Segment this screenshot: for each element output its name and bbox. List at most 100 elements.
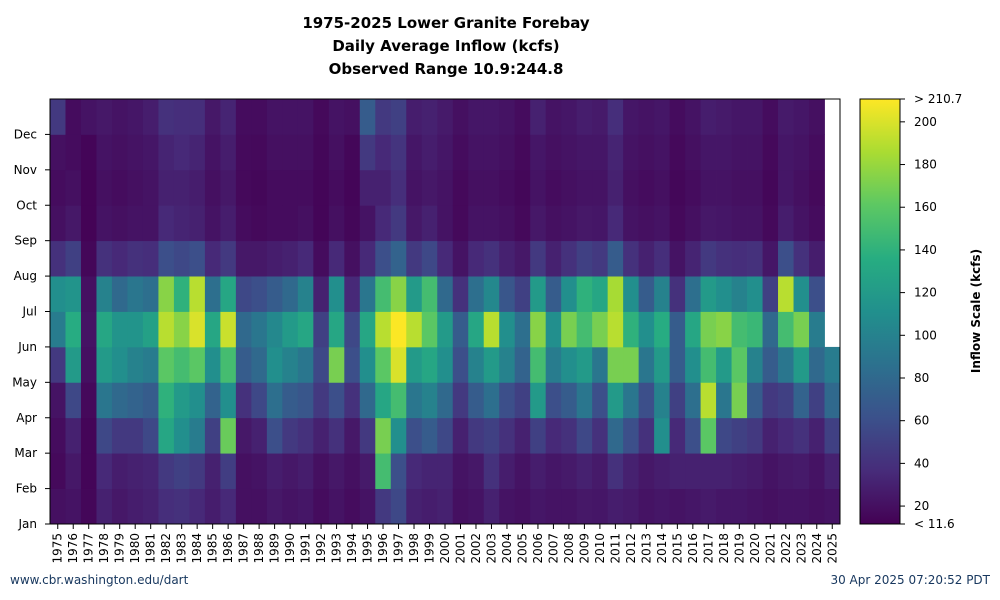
heatmap-cell bbox=[762, 453, 779, 489]
heatmap-cell bbox=[142, 382, 159, 419]
heatmap-cell bbox=[111, 276, 128, 312]
heatmap-cell bbox=[483, 276, 500, 312]
footer-source-url: www.cbr.washington.edu/dart bbox=[10, 573, 189, 587]
heatmap-cell bbox=[266, 205, 283, 242]
heatmap-cell bbox=[437, 382, 454, 419]
x-tick-label: 1989 bbox=[268, 533, 282, 564]
heatmap-cell bbox=[375, 276, 392, 312]
heatmap-cell bbox=[685, 240, 701, 277]
heatmap-cell bbox=[344, 99, 361, 135]
heatmap-cell bbox=[685, 99, 701, 135]
heatmap-cell bbox=[530, 169, 547, 206]
heatmap-cell bbox=[607, 346, 624, 383]
heatmap-cell bbox=[762, 346, 779, 383]
heatmap-cell bbox=[142, 488, 159, 525]
heatmap-cell bbox=[638, 99, 655, 135]
heatmap-cell bbox=[313, 169, 330, 206]
heatmap-cell bbox=[576, 346, 593, 383]
heatmap-cell bbox=[189, 99, 206, 135]
heatmap-cell bbox=[328, 205, 345, 242]
heatmap-cell bbox=[173, 382, 190, 419]
colorbar-tick-label: 100 bbox=[914, 328, 937, 342]
heatmap-cell bbox=[421, 453, 438, 489]
chart-title-line1: 1975-2025 Lower Granite Forebay bbox=[302, 14, 590, 32]
heatmap-cell bbox=[328, 240, 345, 277]
heatmap-cell bbox=[437, 205, 454, 242]
heatmap-cell bbox=[189, 276, 206, 312]
heatmap-cell bbox=[778, 417, 794, 454]
heatmap-cell bbox=[716, 488, 732, 525]
heatmap-cell bbox=[328, 417, 345, 454]
heatmap-cell bbox=[700, 99, 717, 135]
heatmap-cell bbox=[65, 134, 82, 171]
y-tick-label: Oct bbox=[16, 198, 37, 212]
heatmap-cell bbox=[127, 240, 144, 277]
x-tick-label: 2021 bbox=[763, 533, 777, 564]
heatmap-cell bbox=[530, 382, 547, 419]
heatmap-cell bbox=[561, 311, 578, 348]
heatmap-cell bbox=[173, 205, 190, 242]
x-tick-label: 2011 bbox=[608, 533, 622, 564]
heatmap-cell bbox=[297, 276, 314, 312]
heatmap-cell bbox=[592, 488, 609, 525]
heatmap-cell bbox=[576, 99, 593, 135]
heatmap-cell bbox=[793, 382, 810, 419]
heatmap-cell bbox=[514, 99, 531, 135]
heatmap-cell bbox=[809, 240, 825, 277]
x-tick-label: 1999 bbox=[423, 533, 437, 564]
heatmap-cell bbox=[762, 134, 779, 171]
heatmap-cell bbox=[328, 276, 345, 312]
heatmap-cell bbox=[747, 205, 763, 242]
heatmap-cell bbox=[111, 205, 128, 242]
heatmap-cell bbox=[530, 99, 547, 135]
heatmap-cell bbox=[592, 169, 609, 206]
heatmap-cell bbox=[80, 205, 97, 242]
heatmap-cell bbox=[483, 240, 500, 277]
heatmap-cell bbox=[127, 99, 144, 135]
heatmap-cell bbox=[685, 453, 701, 489]
heatmap-cell bbox=[189, 205, 206, 242]
heatmap-cell bbox=[266, 346, 283, 383]
heatmap-cell bbox=[762, 169, 779, 206]
heatmap-cell bbox=[50, 311, 66, 348]
heatmap-cell bbox=[437, 169, 454, 206]
heatmap-cell bbox=[421, 205, 438, 242]
heatmap-cell bbox=[468, 453, 485, 489]
heatmap-cell bbox=[406, 99, 423, 135]
heatmap-cell bbox=[251, 311, 268, 348]
heatmap-cell bbox=[607, 205, 624, 242]
heatmap-cell bbox=[623, 382, 640, 419]
heatmap-cell bbox=[111, 417, 128, 454]
heatmap-cell bbox=[359, 169, 376, 206]
heatmap-cell bbox=[592, 134, 609, 171]
heatmap-cell bbox=[96, 169, 113, 206]
heatmap-cell bbox=[50, 382, 66, 419]
heatmap-cell bbox=[344, 417, 361, 454]
colorbar-tick-label: 160 bbox=[914, 200, 937, 214]
heatmap-cell bbox=[96, 311, 113, 348]
heatmap-cell bbox=[530, 346, 547, 383]
heatmap-cell bbox=[638, 488, 655, 525]
heatmap-cell bbox=[390, 205, 407, 242]
heatmap-cell bbox=[204, 276, 221, 312]
heatmap-cell bbox=[499, 382, 516, 419]
y-tick-label: Jul bbox=[22, 305, 37, 319]
heatmap-cell bbox=[158, 276, 175, 312]
heatmap-cell bbox=[437, 346, 454, 383]
x-tick-label: 1982 bbox=[159, 533, 173, 564]
heatmap-cell bbox=[731, 417, 748, 454]
heatmap-cell bbox=[142, 169, 159, 206]
heatmap-cell bbox=[638, 346, 655, 383]
heatmap-cell bbox=[251, 417, 268, 454]
heatmap-cell bbox=[638, 382, 655, 419]
heatmap-cell bbox=[80, 346, 97, 383]
heatmap-cell bbox=[80, 240, 97, 277]
footer-timestamp: 30 Apr 2025 07:20:52 PDT bbox=[830, 573, 990, 587]
heatmap-cell bbox=[127, 311, 144, 348]
heatmap-cell bbox=[421, 417, 438, 454]
heatmap-cell bbox=[65, 205, 82, 242]
y-tick-label: Mar bbox=[14, 446, 37, 460]
heatmap-cell bbox=[669, 417, 686, 454]
heatmap-cell bbox=[731, 169, 748, 206]
heatmap-cell bbox=[514, 346, 531, 383]
